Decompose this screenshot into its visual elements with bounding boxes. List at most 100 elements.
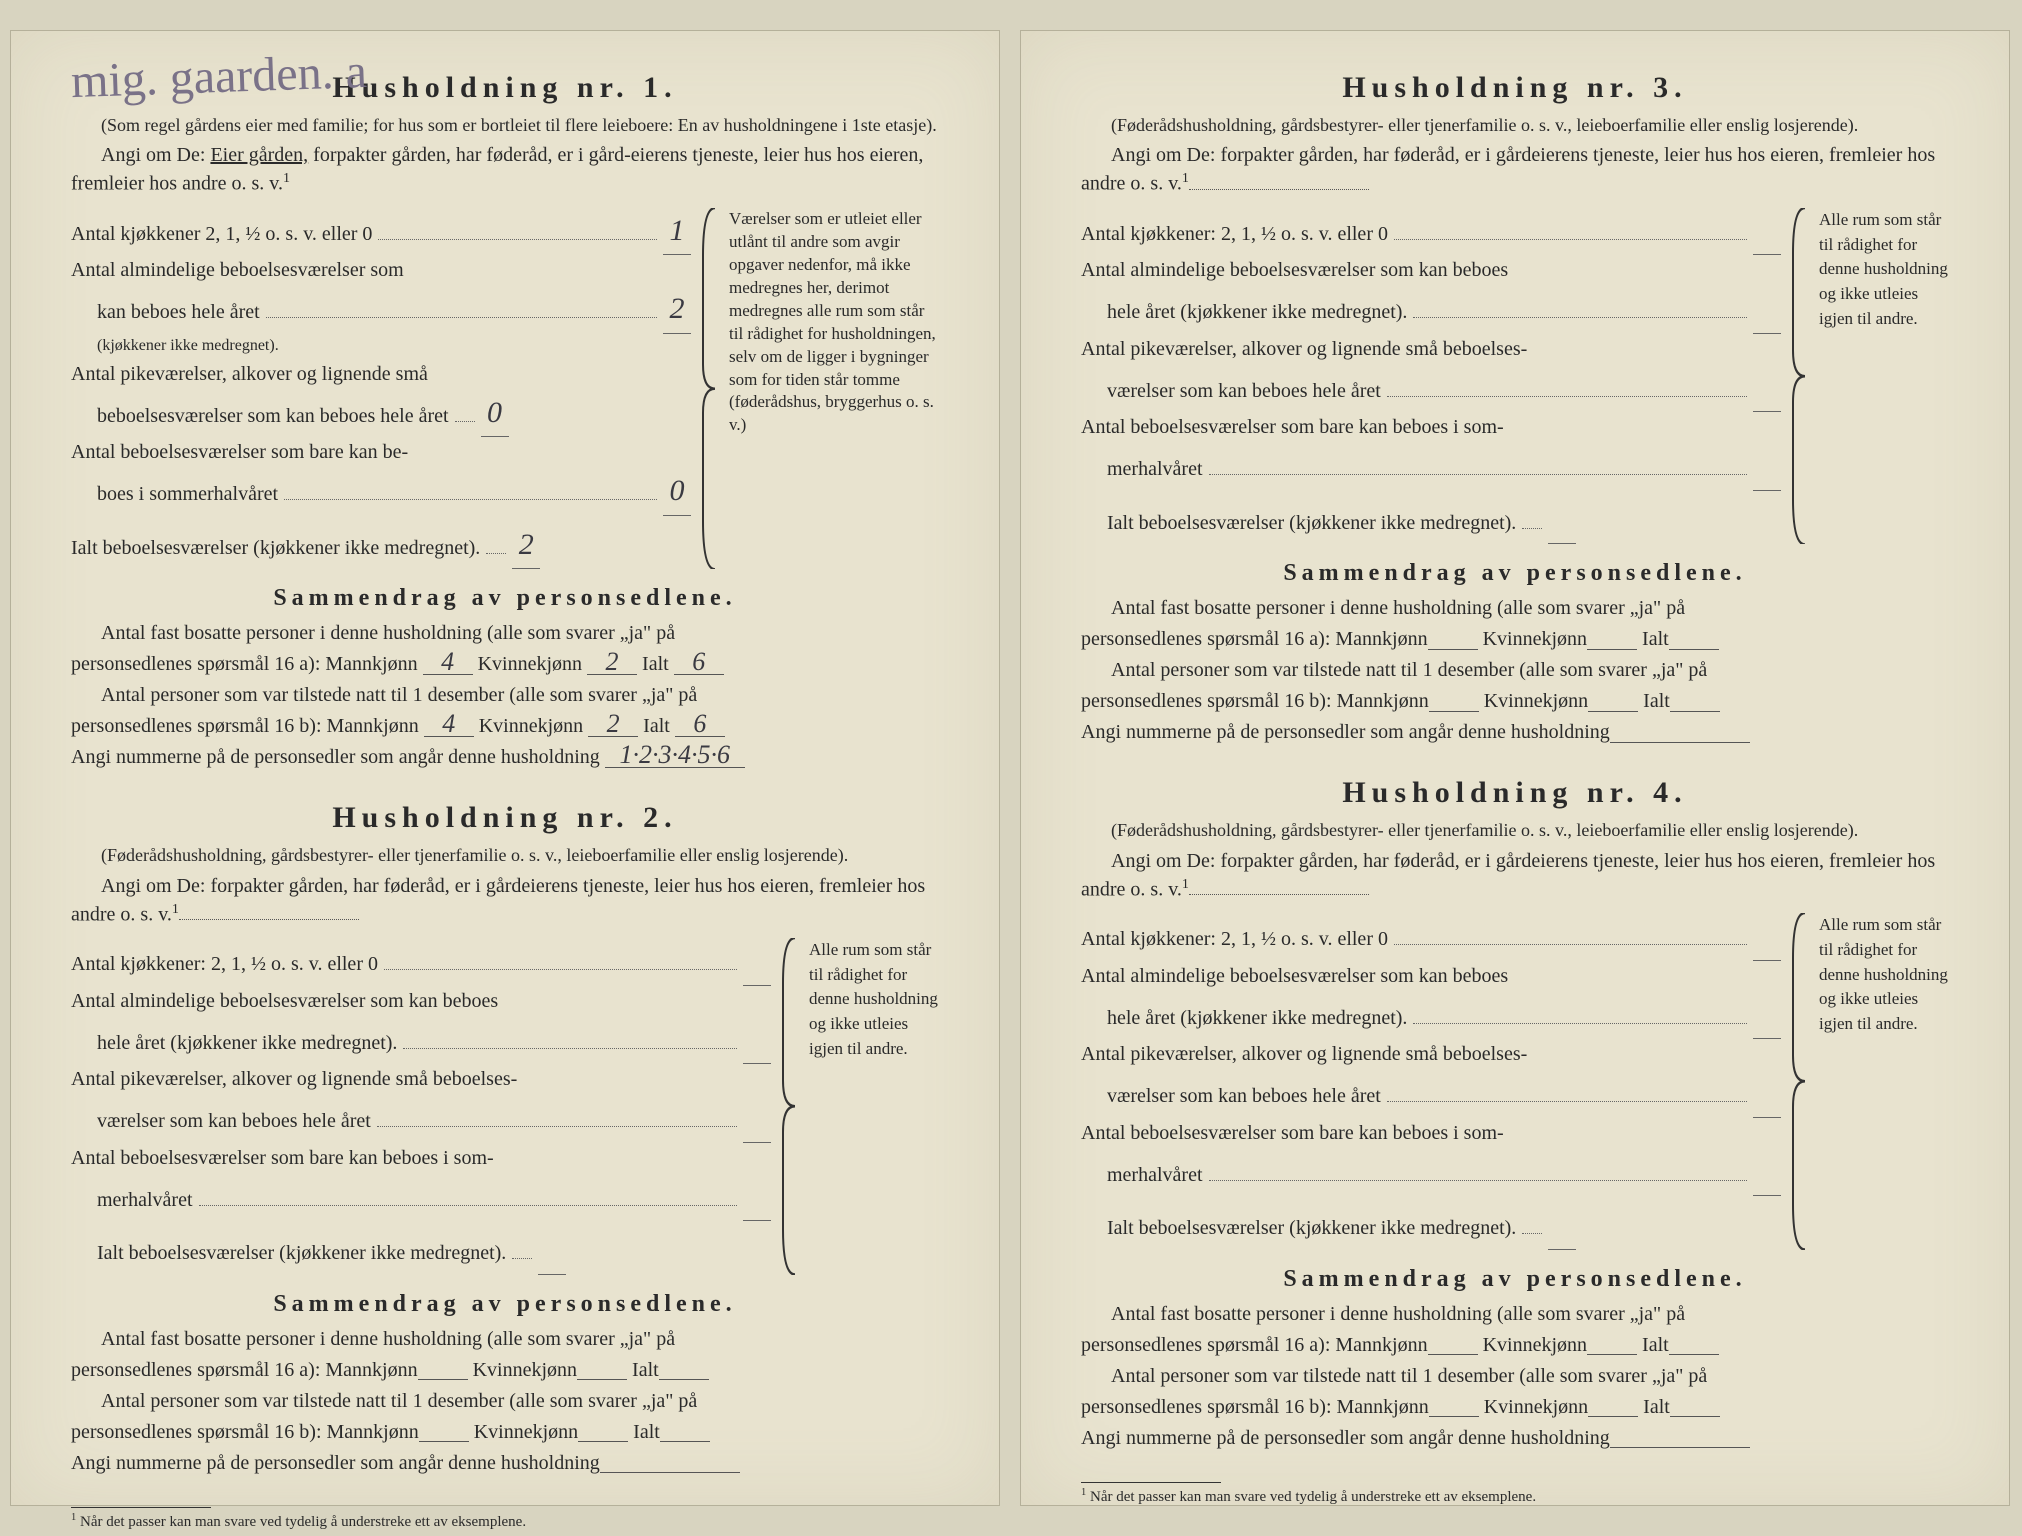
- s2-l2-pre: Antal personer som var tilstede natt til…: [101, 1390, 697, 1412]
- fn-ref-2: 1: [172, 902, 179, 917]
- pike-3-v: [1753, 365, 1781, 413]
- s2-ialt: Ialt: [632, 1359, 659, 1381]
- alm-2-v: [743, 1017, 771, 1065]
- som-3: Antal beboelsesværelser som bare kan beb…: [1081, 416, 1504, 438]
- s2-mann-v: [418, 1356, 468, 1380]
- s2-mann: Mannkjønn: [325, 1359, 417, 1381]
- s3-kvinne-vb: [1588, 687, 1638, 711]
- alm-4-v: [1753, 992, 1781, 1040]
- side-note-3: Alle rum som står til rådighet for denne…: [1819, 208, 1949, 545]
- s3-l2-post: personsedlenes spørsmål 16 b):: [1081, 690, 1332, 712]
- s4-l1: Antal fast bosatte personer i denne hush…: [1081, 1299, 1949, 1330]
- s3-l2: Antal personer som var tilstede natt til…: [1081, 655, 1949, 686]
- household-1-rooms: Antal kjøkkener 2, 1, ½ o. s. v. eller 0…: [71, 208, 939, 569]
- s4-kvinne: Kvinnekjønn: [1483, 1334, 1587, 1356]
- sommer-label2: boes i sommerhalvåret: [97, 479, 278, 510]
- s2-l1-pre: Antal fast bosatte personer i denne hush…: [101, 1328, 675, 1350]
- summary-1-line1b: personsedlenes spørsmål 16 a): Mannkjønn…: [71, 649, 939, 680]
- kjokken-3: Antal kjøkkener: 2, 1, ½ o. s. v. eller …: [1081, 219, 1388, 250]
- almindelige-label2: kan beboes hele året: [97, 297, 260, 328]
- household-1: Husholdning nr. 1. (Som regel gårdens ei…: [71, 71, 939, 773]
- fn-text-r: Når det passer kan man svare ved tydelig…: [1090, 1489, 1536, 1505]
- mann-value-b: 4: [424, 712, 474, 736]
- kjokken-3-v: [1753, 208, 1781, 256]
- sommer-label: Antal beboelsesværelser som bare kan be-: [71, 441, 408, 463]
- s3-ialt-vb: [1670, 687, 1720, 711]
- angi-prefix: Angi om De:: [101, 144, 205, 166]
- household-4-intro: (Føderådshusholdning, gårdsbestyrer- ell…: [1081, 818, 1949, 842]
- alm-4b: hele året (kjøkkener ikke medregnet).: [1107, 1003, 1407, 1034]
- side-note-2: Alle rum som står til rådighet for denne…: [809, 938, 939, 1275]
- kvinne-value: 2: [587, 650, 637, 674]
- brace-icon-2: [781, 938, 799, 1275]
- fn-text-l: Når det passer kan man svare ved tydelig…: [80, 1514, 526, 1530]
- s4-mann-vb: [1429, 1393, 1479, 1417]
- summary-1-heading: Sammendrag av personsedlene.: [71, 585, 939, 612]
- brace-icon: [701, 208, 719, 569]
- s4-l2: Antal personer som var tilstede natt til…: [1081, 1361, 1949, 1392]
- room-lines-4: Antal kjøkkener: 2, 1, ½ o. s. v. eller …: [1081, 913, 1781, 1250]
- som-4-v: [1753, 1149, 1781, 1197]
- kvinne-value-b: 2: [588, 712, 638, 736]
- kjokken-4-v: [1753, 913, 1781, 961]
- s2-pre: Antal personer som var tilstede natt til…: [101, 684, 697, 706]
- alm-3-v: [1753, 286, 1781, 334]
- s2-l1: Antal fast bosatte personer i denne hush…: [71, 1324, 939, 1355]
- som-4: Antal beboelsesværelser som bare kan beb…: [1081, 1122, 1504, 1144]
- som-3-v: [1753, 443, 1781, 491]
- angi-prefix-3: Angi om De:: [1111, 144, 1215, 166]
- tot-4: Ialt beboelsesværelser (kjøkkener ikke m…: [1107, 1213, 1516, 1244]
- kjokken-label: Antal kjøkkener 2, 1, ½ o. s. v. eller 0: [71, 219, 372, 250]
- household-4-title: Husholdning nr. 4.: [1081, 776, 1949, 810]
- s3-mann-v: [1428, 625, 1478, 649]
- household-4: Husholdning nr. 4. (Føderådshusholdning,…: [1081, 776, 1949, 1453]
- s2-l2: Antal personer som var tilstede natt til…: [71, 1386, 939, 1417]
- household-3-rooms: Antal kjøkkener: 2, 1, ½ o. s. v. eller …: [1081, 208, 1949, 545]
- s2-kvinne-v: [577, 1356, 627, 1380]
- alm-2: Antal almindelige beboelsesværelser som …: [71, 990, 498, 1012]
- s2-num: Angi nummerne på de personsedler som ang…: [71, 1448, 939, 1479]
- s4-ialt-b: Ialt: [1643, 1396, 1670, 1418]
- kjokken-2-v: [743, 938, 771, 986]
- household-4-rooms: Antal kjøkkener: 2, 1, ½ o. s. v. eller …: [1081, 913, 1949, 1250]
- footnote-ref: 1: [283, 171, 290, 186]
- summary-1-nummer: Angi nummerne på de personsedler som ang…: [71, 742, 939, 773]
- tot-4-v: [1548, 1202, 1576, 1250]
- pike-2: Antal pikeværelser, alkover og lignende …: [71, 1068, 517, 1090]
- s2-l2b: personsedlenes spørsmål 16 b): Mannkjønn…: [71, 1417, 939, 1448]
- almindelige-note: (kjøkkener ikke medregnet).: [71, 334, 691, 359]
- household-3-angi: Angi om De: forpakter gården, har føderå…: [1081, 141, 1949, 198]
- s3-mann-b: Mannkjønn: [1337, 690, 1429, 712]
- s4-l1-post: personsedlenes spørsmål 16 a):: [1081, 1334, 1330, 1356]
- brace-icon-4: [1791, 913, 1809, 1250]
- s4-num-label: Angi nummerne på de personsedler som ang…: [1081, 1427, 1610, 1449]
- kvinne-label-b: Kvinnekjønn: [479, 715, 583, 737]
- s3-num-label: Angi nummerne på de personsedler som ang…: [1081, 721, 1610, 743]
- som-4b: merhalvåret: [1107, 1160, 1203, 1191]
- tot-2-v: [538, 1227, 566, 1275]
- s4-num-v: [1610, 1424, 1750, 1448]
- room-lines-3: Antal kjøkkener: 2, 1, ½ o. s. v. eller …: [1081, 208, 1781, 545]
- pike-label2: beboelsesværelser som kan beboes hele år…: [97, 401, 449, 432]
- s2-l1b: personsedlenes spørsmål 16 a): Mannkjønn…: [71, 1355, 939, 1386]
- brace-icon-3: [1791, 208, 1809, 545]
- s2-l1-post: personsedlenes spørsmål 16 a):: [71, 1359, 320, 1381]
- room-lines-2: Antal kjøkkener: 2, 1, ½ o. s. v. eller …: [71, 938, 771, 1275]
- footnote-rule-left: [71, 1507, 211, 1508]
- pike-4: Antal pikeværelser, alkover og lignende …: [1081, 1043, 1527, 1065]
- s2-ialt-vb: [660, 1418, 710, 1442]
- som-3b: merhalvåret: [1107, 454, 1203, 485]
- household-1-intro: (Som regel gårdens eier med familie; for…: [71, 113, 939, 137]
- s4-ialt-v: [1669, 1331, 1719, 1355]
- household-4-angi: Angi om De: forpakter gården, har føderå…: [1081, 847, 1949, 904]
- s4-kvinne-v: [1587, 1331, 1637, 1355]
- s3-num-v: [1610, 718, 1750, 742]
- summary-4-heading: Sammendrag av personsedlene.: [1081, 1266, 1949, 1293]
- summary-2-heading: Sammendrag av personsedlene.: [71, 1291, 939, 1318]
- s2-num-v: [600, 1449, 740, 1473]
- mann-label-b: Mannkjønn: [327, 715, 419, 737]
- s4-kvinne-vb: [1588, 1393, 1638, 1417]
- kjokken-value: 1: [663, 208, 691, 256]
- s2-post: personsedlenes spørsmål 16 b):: [71, 715, 322, 737]
- s2-ialt-v: [659, 1356, 709, 1380]
